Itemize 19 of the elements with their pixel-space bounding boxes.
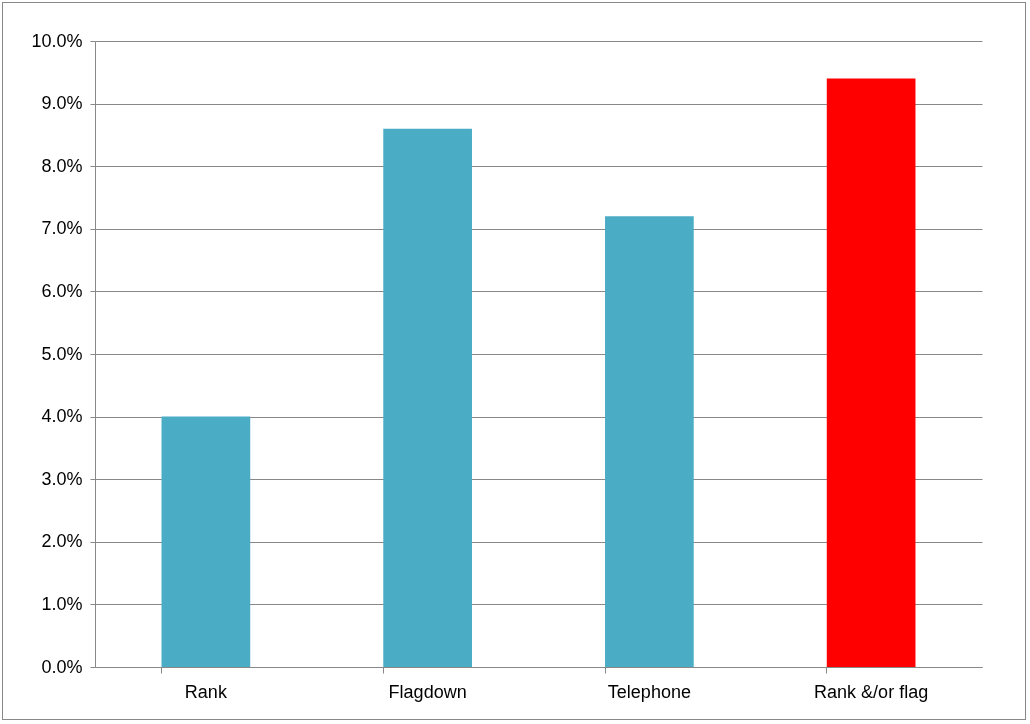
x-tick-label: Telephone bbox=[607, 681, 691, 702]
bar bbox=[605, 216, 694, 667]
bar bbox=[161, 416, 251, 667]
y-tick-label: 8.0% bbox=[41, 155, 83, 176]
y-tick-label: 5.0% bbox=[41, 343, 83, 364]
y-tick-label: 0.0% bbox=[41, 656, 83, 677]
y-tick-label: 9.0% bbox=[41, 93, 83, 114]
y-tick-label: 1.0% bbox=[41, 593, 83, 614]
y-tick-label: 4.0% bbox=[41, 406, 83, 427]
y-tick-label: 3.0% bbox=[41, 468, 83, 489]
y-tick-label: 6.0% bbox=[41, 280, 83, 301]
x-tick-label: Flagdown bbox=[388, 681, 467, 702]
bar bbox=[826, 78, 916, 667]
y-tick-label: 7.0% bbox=[41, 218, 83, 239]
y-tick-label: 2.0% bbox=[41, 531, 83, 552]
y-tick-label: 10.0% bbox=[31, 30, 83, 51]
x-tick-label: Rank bbox=[184, 681, 228, 702]
x-tick-label: Rank &/or flag bbox=[814, 681, 929, 702]
bar bbox=[383, 128, 472, 667]
